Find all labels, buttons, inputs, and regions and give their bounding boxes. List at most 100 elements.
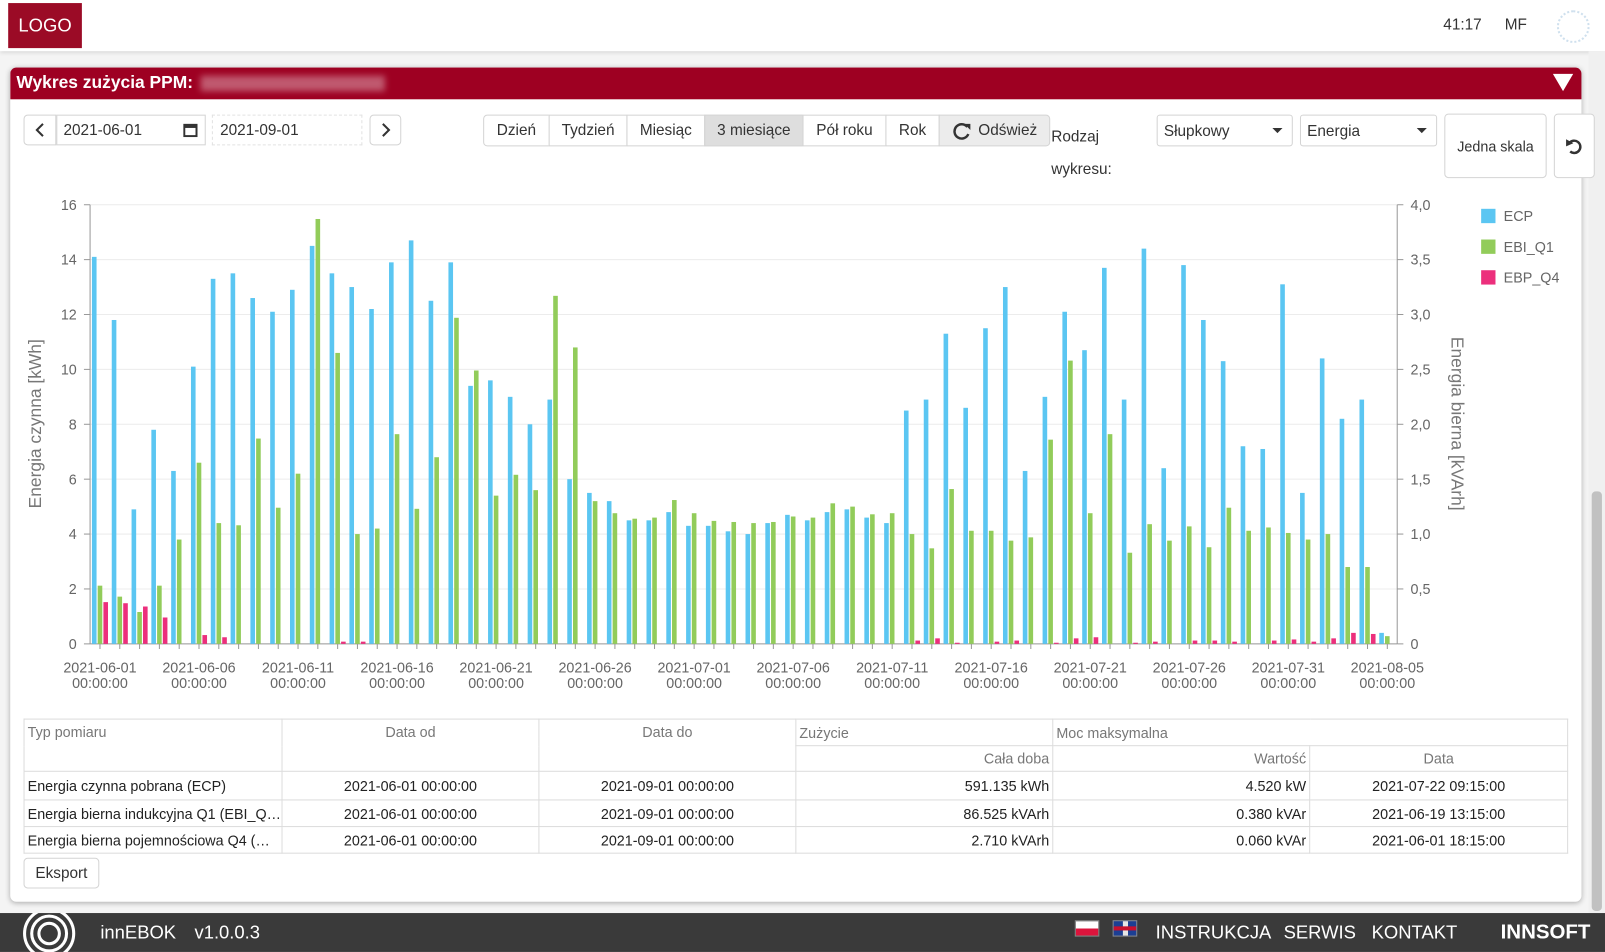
footer-link[interactable]: KONTAKT <box>1371 922 1458 943</box>
scale-button[interactable]: Jedna skala <box>1444 113 1547 179</box>
bar <box>830 503 836 644</box>
bar <box>1300 492 1305 644</box>
period-button[interactable]: Rok <box>885 114 940 147</box>
legend-label[interactable]: EBP_Q4 <box>1504 271 1560 287</box>
bar <box>612 513 618 644</box>
chart-type-value: Słupkowy <box>1163 122 1230 141</box>
bar <box>824 512 830 644</box>
legend-label[interactable]: ECP <box>1504 209 1533 225</box>
bar <box>994 641 1000 644</box>
bar <box>870 514 875 644</box>
refresh-button[interactable]: Odśwież <box>938 114 1051 147</box>
bar <box>97 585 103 644</box>
legend-swatch[interactable] <box>1481 208 1496 224</box>
x-tick-label: 2021-06-26 00:00:00 <box>558 661 631 692</box>
caret <box>1416 127 1427 134</box>
bar <box>222 637 227 644</box>
bar <box>1014 640 1020 644</box>
table-row: Energia bierna indukcyjna Q1 (EBI_Q… 2021… <box>23 799 1569 828</box>
header-cell: Moc maksymalna <box>1052 718 1569 747</box>
bar <box>162 617 168 644</box>
legend-label[interactable]: EBI_Q1 <box>1504 240 1554 256</box>
bar <box>745 534 751 644</box>
bar <box>1220 361 1226 644</box>
bar <box>666 512 671 644</box>
bar <box>1054 642 1059 644</box>
footer-link[interactable]: SERWIS <box>1283 922 1356 943</box>
refresh-label: Odśwież <box>978 121 1038 140</box>
table-cell: 86.525 kVArh <box>795 799 1054 828</box>
bar <box>369 309 374 644</box>
bar <box>1385 636 1390 644</box>
date-to-input[interactable]: 2021-09-01 <box>211 114 363 146</box>
bar <box>765 523 770 644</box>
chart-type-label: Rodzaj wykresu: <box>1051 127 1112 179</box>
logo[interactable]: LOGO <box>8 3 82 49</box>
bar <box>230 273 236 644</box>
panel-header: Wykres zużycia PPM: <box>10 67 1582 100</box>
bar <box>691 513 697 644</box>
logo-ring <box>37 921 61 946</box>
y-tick-label: 10 <box>61 363 77 379</box>
calendar-icon[interactable] <box>183 123 198 138</box>
chevron-left <box>35 123 44 137</box>
export-button[interactable]: Eksport <box>23 857 100 889</box>
bar <box>592 501 598 644</box>
collapse-icon[interactable] <box>1552 73 1574 92</box>
caret <box>1272 127 1283 134</box>
prev-button[interactable] <box>23 114 57 146</box>
bar <box>1285 532 1291 644</box>
period-button[interactable]: Miesiąc <box>626 114 706 147</box>
scrollbar-thumb[interactable] <box>1591 491 1602 912</box>
bar <box>507 396 513 644</box>
y2-tick-label: 1,5 <box>1411 472 1431 488</box>
reset-button[interactable] <box>1553 113 1595 179</box>
header-cell: Data do <box>538 718 797 772</box>
bar <box>256 438 261 644</box>
date-from-input[interactable]: 2021-06-01 <box>56 114 206 146</box>
bar <box>157 585 162 644</box>
legend-swatch[interactable] <box>1481 270 1496 285</box>
bar <box>513 474 519 644</box>
flag-pl[interactable] <box>1074 920 1100 937</box>
period-button[interactable]: Dzień <box>483 114 550 147</box>
bar <box>341 641 346 644</box>
undo-icon <box>1566 138 1582 154</box>
bar <box>374 528 380 644</box>
y2-tick-label: 2,0 <box>1411 417 1431 433</box>
x-tick-label: 2021-07-31 00:00:00 <box>1252 661 1325 692</box>
next-button[interactable] <box>369 114 402 146</box>
table-cell: 0.380 kVAr <box>1052 799 1311 828</box>
bar <box>1325 534 1331 644</box>
bar <box>1212 640 1218 644</box>
session-timer: 41:17 <box>1443 16 1482 34</box>
bar <box>434 457 439 644</box>
bar <box>335 352 340 644</box>
bar <box>547 399 553 644</box>
chart-type-select[interactable]: Słupkowy <box>1156 114 1293 147</box>
measure-value: Energia <box>1307 122 1361 141</box>
period-button-active[interactable]: 3 miesiące <box>704 114 804 147</box>
table-cell: 2021-06-19 13:15:00 <box>1309 799 1569 828</box>
bar <box>587 492 592 644</box>
undo-arrow <box>1566 138 1574 146</box>
bar <box>626 520 632 644</box>
bar <box>1331 638 1336 644</box>
bar <box>1141 248 1147 644</box>
flag-en[interactable] <box>1112 920 1138 937</box>
measure-select[interactable]: Energia <box>1299 114 1438 147</box>
user-initials[interactable]: MF <box>1504 16 1527 34</box>
period-button[interactable]: Tydzień <box>548 114 628 147</box>
x-tick-label: 2021-06-16 00:00:00 <box>360 661 433 692</box>
legend-swatch[interactable] <box>1481 239 1496 254</box>
bar <box>1087 513 1093 644</box>
bar <box>1068 360 1073 644</box>
footer-link[interactable]: INSTRUKCJA <box>1155 922 1272 943</box>
period-button[interactable]: Pół roku <box>802 114 887 147</box>
date-from: 2021-06-01 <box>63 121 143 140</box>
date-to: 2021-09-01 <box>220 121 299 140</box>
bar <box>295 473 301 644</box>
avatar[interactable] <box>1556 10 1590 43</box>
